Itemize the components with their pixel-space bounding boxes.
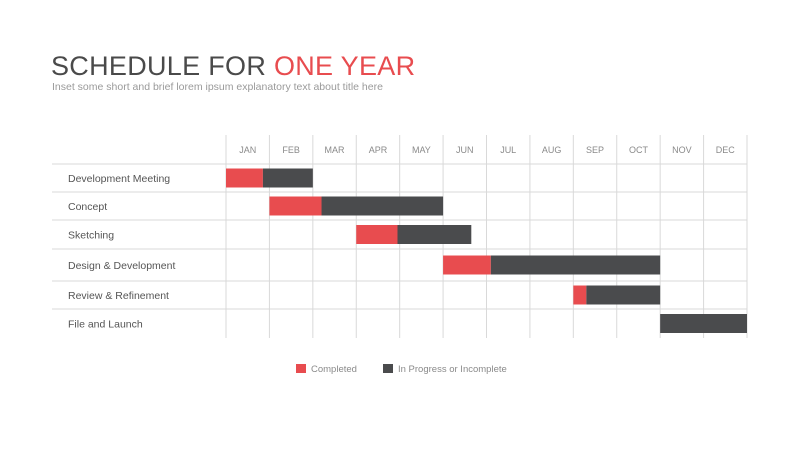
bar-in-progress xyxy=(660,314,747,333)
month-label: MAY xyxy=(412,145,431,155)
legend-completed-label: Completed xyxy=(311,364,357,375)
month-label: JUN xyxy=(456,145,474,155)
task-label: Sketching xyxy=(68,230,114,242)
month-label: MAR xyxy=(325,145,346,155)
legend-in-progress-swatch xyxy=(383,364,393,373)
bar-in-progress xyxy=(490,255,661,275)
legend-in-progress: In Progress or Incomplete xyxy=(383,364,507,375)
task-label: Concept xyxy=(68,201,107,213)
title-main: SCHEDULE FOR xyxy=(51,51,274,81)
bar-completed xyxy=(573,285,587,305)
month-label: APR xyxy=(369,145,388,155)
task-label: File and Launch xyxy=(68,319,143,331)
task-label: Design & Development xyxy=(68,260,175,272)
legend-in-progress-label: In Progress or Incomplete xyxy=(398,364,507,375)
bar-in-progress xyxy=(586,285,661,305)
month-label: JUL xyxy=(500,145,516,155)
task-label: Review & Refinement xyxy=(68,290,169,302)
task-label: Development Meeting xyxy=(68,173,170,185)
month-label: JAN xyxy=(239,145,256,155)
bar-in-progress xyxy=(397,225,472,244)
legend-completed-swatch xyxy=(296,364,306,373)
month-label: AUG xyxy=(542,145,562,155)
bar-completed xyxy=(443,255,491,275)
month-label: OCT xyxy=(629,145,649,155)
month-label: SEP xyxy=(586,145,604,155)
legend-completed: Completed xyxy=(296,364,357,375)
bar-completed xyxy=(356,225,398,244)
bar-completed xyxy=(226,168,263,188)
page-title: SCHEDULE FOR ONE YEAR xyxy=(51,50,415,82)
month-label: FEB xyxy=(282,145,300,155)
bar-in-progress xyxy=(321,196,444,216)
bar-in-progress xyxy=(262,168,313,188)
subtitle: Inset some short and brief lorem ipsum e… xyxy=(52,81,383,93)
title-accent: ONE YEAR xyxy=(273,51,416,81)
bar-completed xyxy=(269,196,322,216)
month-label: NOV xyxy=(672,145,692,155)
month-label: DEC xyxy=(716,145,736,155)
